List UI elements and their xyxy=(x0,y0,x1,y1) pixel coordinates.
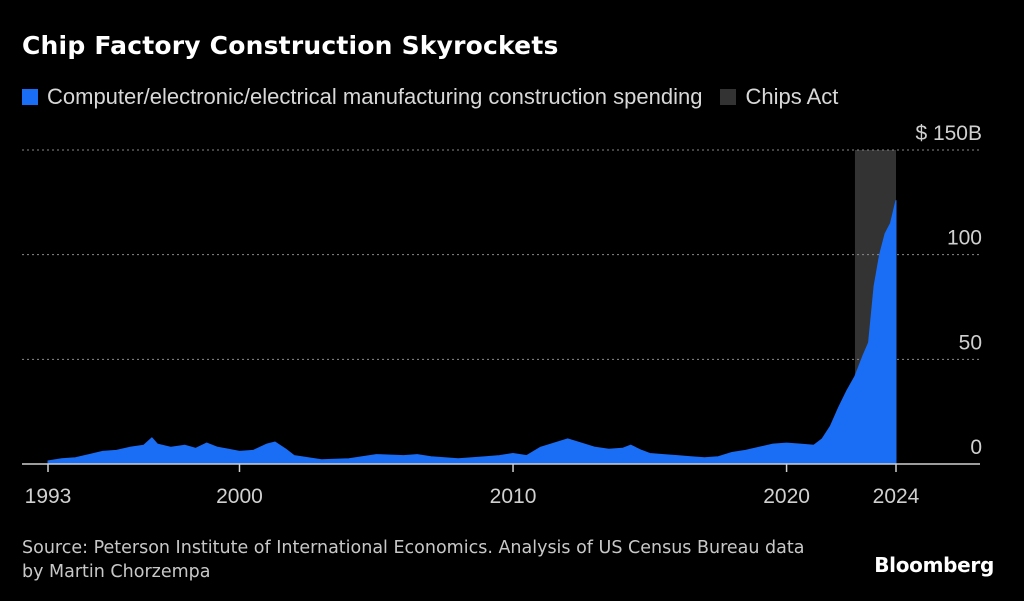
legend-label-spending: Computer/electronic/electrical manufactu… xyxy=(47,84,703,109)
y-tick-label-50: 50 xyxy=(959,331,982,354)
y-tick-label-0: 0 xyxy=(970,436,982,459)
x-tick-label-2010: 2010 xyxy=(490,485,537,508)
legend-swatch-spending xyxy=(22,89,38,105)
chart-title: Chip Factory Construction Skyrockets xyxy=(22,31,559,60)
legend-item-chips-act: Chips Act xyxy=(720,84,838,110)
legend-swatch-chips-act xyxy=(720,89,737,105)
series-area-spending xyxy=(47,200,897,465)
bloomberg-logo: Bloomberg xyxy=(874,553,994,577)
x-tick-label-2024: 2024 xyxy=(873,485,920,508)
x-tick-label-2000: 2000 xyxy=(216,485,263,508)
chart-legend: Computer/electronic/electrical manufactu… xyxy=(22,84,856,110)
y-tick-label-100: 100 xyxy=(947,227,982,250)
legend-item-spending: Computer/electronic/electrical manufactu… xyxy=(22,84,702,110)
source-note: Source: Peterson Institute of Internatio… xyxy=(22,538,805,582)
legend-label-chips-act: Chips Act xyxy=(745,84,839,109)
x-tick-label-2020: 2020 xyxy=(763,485,810,508)
y-tick-label-150: $ 150B xyxy=(915,122,982,145)
x-tick-label-1993: 1993 xyxy=(25,485,72,508)
